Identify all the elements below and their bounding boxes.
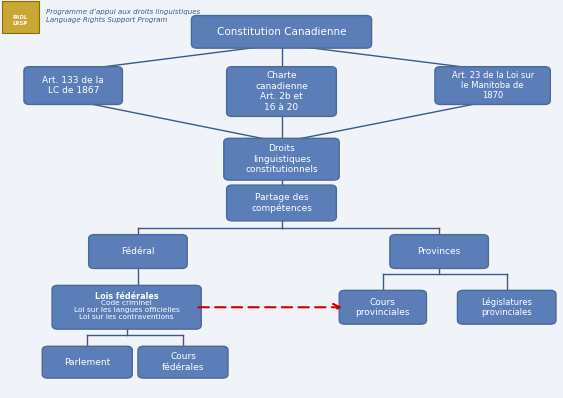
- FancyBboxPatch shape: [224, 139, 339, 180]
- Text: Lois fédérales: Lois fédérales: [95, 292, 159, 301]
- Text: Art. 23 de la Loi sur
le Manitoba de
1870: Art. 23 de la Loi sur le Manitoba de 187…: [452, 71, 534, 100]
- Text: Constitution Canadienne: Constitution Canadienne: [217, 27, 346, 37]
- Text: Parlement: Parlement: [64, 358, 110, 367]
- FancyBboxPatch shape: [339, 291, 427, 324]
- Text: Législatures
provinciales: Législatures provinciales: [481, 297, 532, 317]
- FancyBboxPatch shape: [390, 234, 488, 268]
- FancyBboxPatch shape: [435, 67, 551, 104]
- Text: Cours
provinciales: Cours provinciales: [356, 298, 410, 317]
- FancyBboxPatch shape: [52, 285, 202, 329]
- FancyBboxPatch shape: [226, 185, 336, 221]
- Text: Programme d’appui aux droits linguistiques: Programme d’appui aux droits linguistiqu…: [46, 9, 200, 15]
- Text: Fédéral: Fédéral: [121, 247, 155, 256]
- FancyBboxPatch shape: [191, 16, 372, 48]
- Text: Cours
fédérales: Cours fédérales: [162, 353, 204, 372]
- Text: Partage des
compétences: Partage des compétences: [251, 193, 312, 213]
- Text: Droits
linguistiques
constitutionnels: Droits linguistiques constitutionnels: [245, 144, 318, 174]
- Text: Charte
canadienne
Art. 2b et
16 à 20: Charte canadienne Art. 2b et 16 à 20: [255, 71, 308, 112]
- FancyBboxPatch shape: [226, 67, 336, 117]
- FancyBboxPatch shape: [457, 291, 556, 324]
- FancyBboxPatch shape: [138, 346, 228, 378]
- Text: LRSP: LRSP: [13, 21, 28, 26]
- Text: Code criminel
Loi sur les langues officielles
Loi sur les contraventions: Code criminel Loi sur les langues offici…: [74, 300, 180, 320]
- FancyBboxPatch shape: [24, 67, 123, 104]
- Text: PADL: PADL: [12, 15, 28, 20]
- Text: Art. 133 de la
LC de 1867: Art. 133 de la LC de 1867: [42, 76, 104, 95]
- Text: Language Rights Support Program: Language Rights Support Program: [46, 17, 168, 23]
- FancyBboxPatch shape: [88, 234, 187, 268]
- FancyBboxPatch shape: [2, 1, 39, 33]
- FancyBboxPatch shape: [42, 346, 132, 378]
- Text: Provinces: Provinces: [418, 247, 461, 256]
